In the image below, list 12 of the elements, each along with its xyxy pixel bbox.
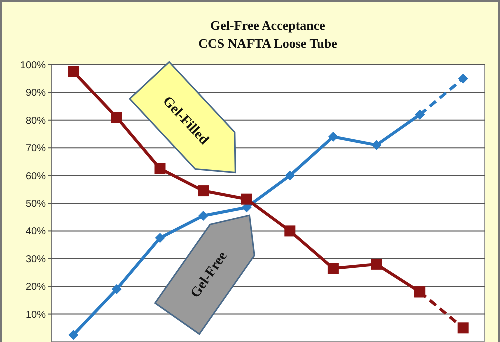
chart-subtitle: CCS NAFTA Loose Tube [198,36,338,51]
y-tick-label: 70% [26,144,46,155]
y-tick-label: 100% [20,60,46,72]
y-tick-label: 60% [26,171,46,182]
y-tick-label: 30% [26,254,46,266]
y-tick-label: 20% [26,282,46,294]
y-tick-label: 10% [26,310,46,321]
chart-title: Gel-Free Acceptance [210,18,326,33]
y-tick-label: 80% [26,116,46,127]
y-tick-label: 50% [26,199,46,210]
y-tick-label: 90% [26,88,46,100]
y-tick-label: 40% [26,226,46,238]
